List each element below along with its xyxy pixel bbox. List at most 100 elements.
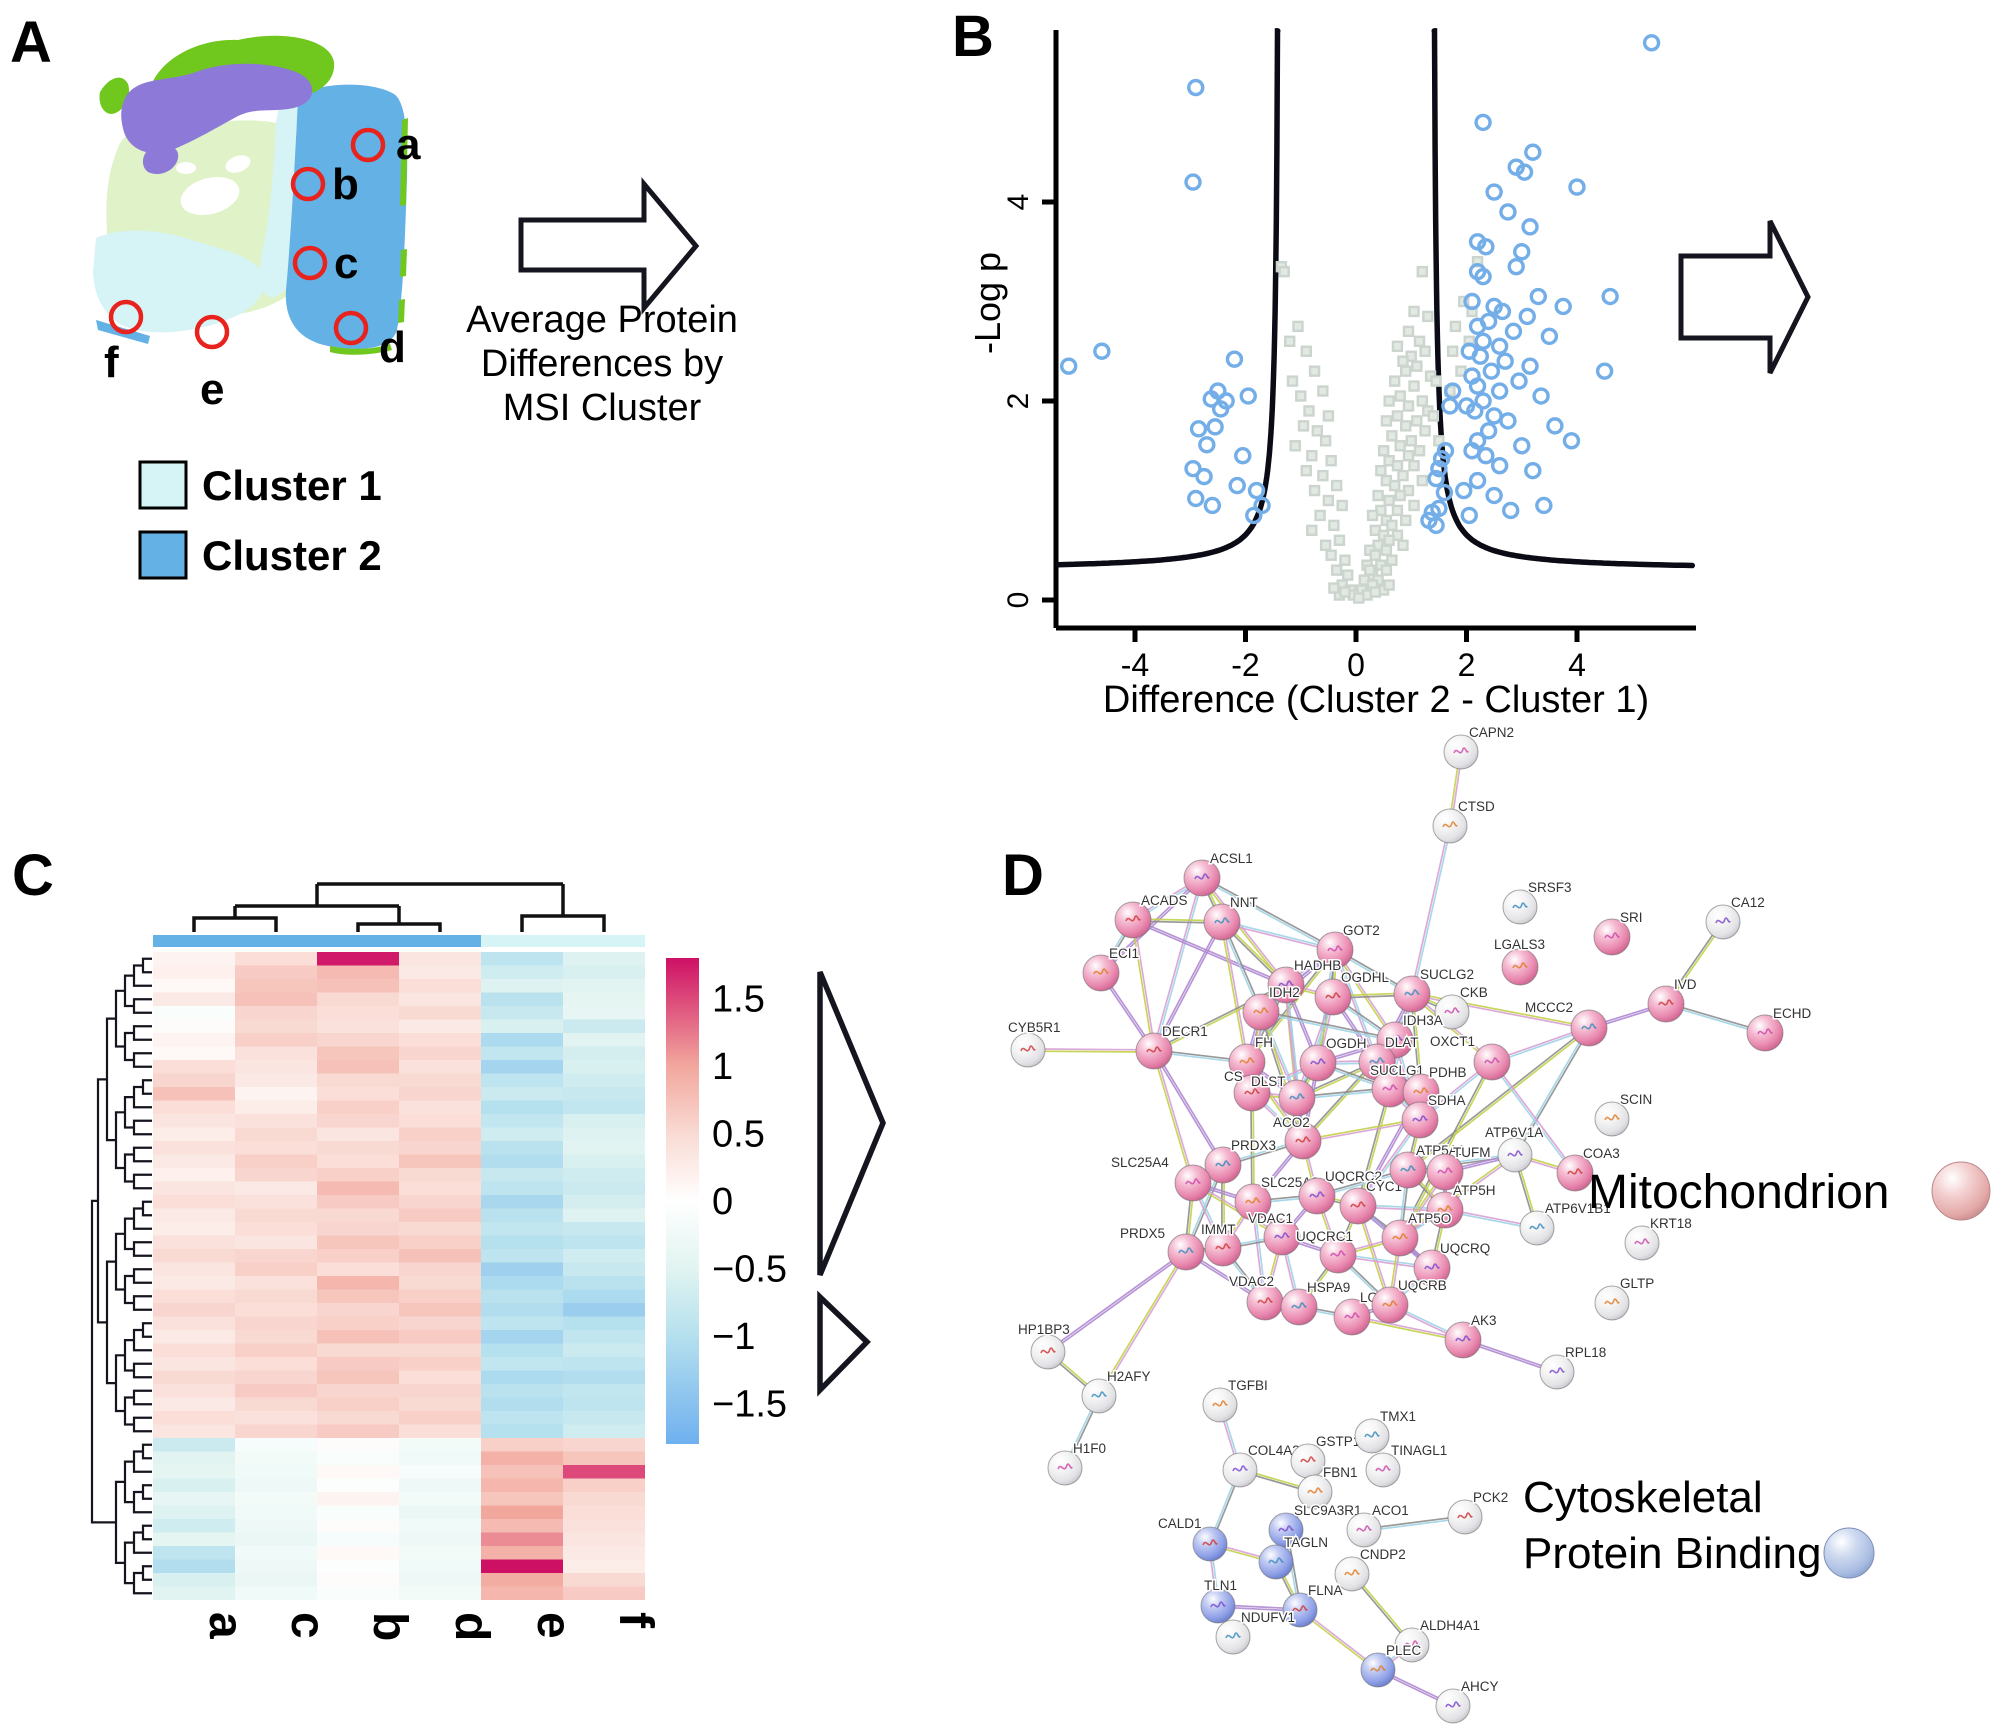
heatmap-column-label: b xyxy=(363,1612,416,1641)
heatmap-cell xyxy=(153,1033,235,1047)
protein-structure-squiggle-icon xyxy=(1212,1400,1228,1407)
scatter-point-square xyxy=(1330,479,1343,492)
heatmap-cell xyxy=(481,1492,563,1506)
heatmap-cell xyxy=(153,1087,235,1101)
heatmap-cell xyxy=(153,1141,235,1155)
panel-label-d: D xyxy=(1002,843,1044,908)
x-tick-label: -4 xyxy=(1121,647,1149,683)
protein-structure-squiggle-icon xyxy=(1370,1665,1386,1672)
protein-structure-squiggle-icon xyxy=(1274,1232,1290,1239)
heatmap-cell xyxy=(153,1586,235,1600)
scatter-point-circle xyxy=(1474,392,1492,410)
heatmap-cell xyxy=(399,1249,481,1263)
network-edge xyxy=(1351,1317,1463,1342)
heatmap-cell xyxy=(235,1451,317,1465)
map-ventricle-small2 xyxy=(176,162,196,174)
network-node-label: GSTP1 xyxy=(1316,1434,1360,1449)
network-edge xyxy=(1335,949,1379,1062)
scatter-point-circle xyxy=(1198,436,1216,454)
cluster2-label: Cluster 2 xyxy=(202,532,382,579)
network-node-label: SDHA xyxy=(1428,1093,1466,1108)
scatter-point-circle xyxy=(1496,352,1514,370)
network-edge xyxy=(1154,1050,1195,1183)
heatmap-cell xyxy=(481,1424,563,1438)
network-node-label: PDHB xyxy=(1429,1065,1467,1080)
heatmap-cell xyxy=(399,1154,481,1168)
heatmap-cell xyxy=(317,1276,399,1290)
heatmap-cell xyxy=(481,1370,563,1384)
network-node-label: SRSF3 xyxy=(1528,880,1572,895)
protein-structure-squiggle-icon xyxy=(1549,1367,1565,1374)
heatmap-cell xyxy=(481,1006,563,1020)
network-edge xyxy=(1152,921,1222,1051)
network-edge xyxy=(1028,1048,1155,1051)
network-node-label: PRDX5 xyxy=(1120,1226,1165,1241)
scatter-point-circle xyxy=(1546,417,1564,435)
heatmap-cell xyxy=(153,1222,235,1236)
cluster1-swatch xyxy=(138,460,188,510)
scatter-point-square xyxy=(1402,400,1415,412)
protein-structure-squiggle-icon xyxy=(1225,1632,1241,1639)
heatmap-cell xyxy=(317,992,399,1006)
heatmap-cell xyxy=(481,965,563,979)
heatmap-cell xyxy=(317,1397,399,1411)
network-node-label: DLAT xyxy=(1385,1035,1419,1050)
network-node-label: SUCLG1 xyxy=(1370,1063,1424,1078)
heatmap-cell xyxy=(317,1384,399,1398)
scatter-point-circle xyxy=(1430,459,1448,478)
network-annotations: Mitochondrion Cytoskeletal Protein Bindi… xyxy=(1523,1161,1991,1579)
heatmap-cell xyxy=(235,1303,317,1317)
scatter-point-square xyxy=(1411,415,1423,427)
heatmap-column-label: c xyxy=(281,1612,334,1639)
heatmap-cell xyxy=(235,1330,317,1344)
heatmap-cell xyxy=(317,1424,399,1438)
heatmap-cell xyxy=(399,1046,481,1060)
heatmap-cell xyxy=(235,1168,317,1182)
heatmap-cell xyxy=(153,1154,235,1168)
scatter-point-square xyxy=(1408,305,1420,318)
network-node-label: ACSL1 xyxy=(1210,851,1253,866)
protein-structure-squiggle-icon xyxy=(1634,1238,1650,1245)
protein-structure-squiggle-icon xyxy=(1457,1512,1473,1519)
heatmap-cell xyxy=(153,1262,235,1276)
heatmap-cell xyxy=(399,1451,481,1465)
protein-structure-squiggle-icon xyxy=(1413,1087,1429,1094)
scatter-point-square xyxy=(1383,494,1395,507)
network-node-label: VDAC1 xyxy=(1248,1211,1293,1226)
heatmap-cell xyxy=(481,1357,563,1371)
panel-label-b: B xyxy=(952,4,994,69)
scatter-point-circle xyxy=(1524,461,1542,480)
heatmap-cell xyxy=(153,1195,235,1209)
scatter-point-square xyxy=(1308,484,1321,497)
heatmap-cell xyxy=(317,1114,399,1128)
heatmap-cell xyxy=(481,1343,563,1357)
heatmap-cell xyxy=(481,1141,563,1155)
heatmap-cell xyxy=(235,1208,317,1222)
network-edge xyxy=(1132,920,1286,987)
scatter-point-square xyxy=(1402,325,1415,338)
network-node-label: HADHB xyxy=(1294,958,1341,973)
network-node-label: CYC1 xyxy=(1366,1179,1402,1194)
heatmap-cell xyxy=(563,1006,645,1020)
scatter-point-circle xyxy=(1510,372,1528,390)
protein-structure-squiggle-icon xyxy=(1364,1431,1380,1438)
scatter-point-circle xyxy=(1427,469,1445,488)
heatmap-cell xyxy=(317,952,399,966)
protein-structure-squiggle-icon xyxy=(1400,1165,1416,1172)
scatter-point-square xyxy=(1308,365,1321,377)
network-edge xyxy=(1046,1250,1186,1352)
heatmap-cell xyxy=(317,1249,399,1263)
heatmap-cell xyxy=(153,1235,235,1249)
network-edge xyxy=(1202,876,1336,950)
significant-points xyxy=(1059,34,1661,535)
heatmap-cell xyxy=(481,1208,563,1222)
heatmap-cell xyxy=(235,1100,317,1114)
heatmap-cell xyxy=(563,952,645,966)
heatmap-cell xyxy=(563,1141,645,1155)
heatmap-cell xyxy=(563,1424,645,1438)
heatmap-cell xyxy=(563,1492,645,1506)
heatmap-cell xyxy=(153,1411,235,1425)
protein-structure-squiggle-icon xyxy=(1257,1297,1273,1304)
scatter-point-square xyxy=(1383,579,1395,591)
